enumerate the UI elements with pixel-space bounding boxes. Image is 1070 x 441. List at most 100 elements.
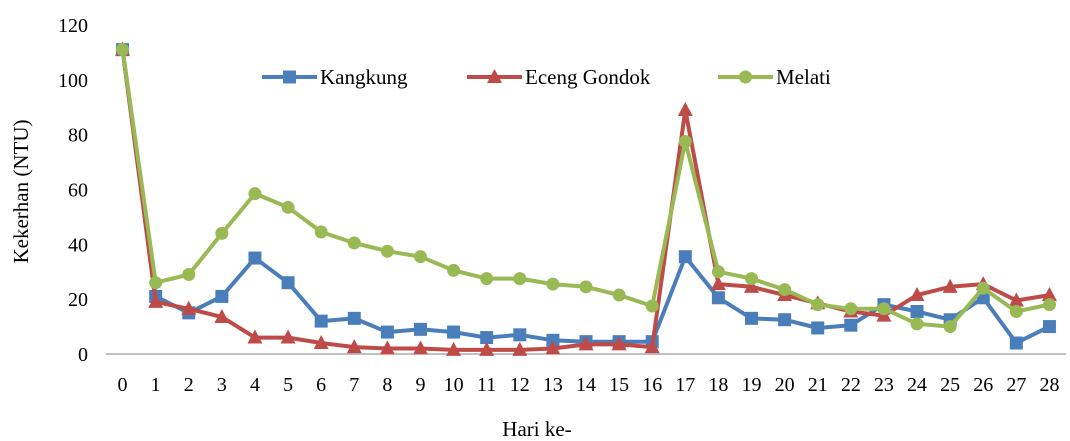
data-point — [578, 336, 594, 351]
x-tick-label: 11 — [477, 374, 496, 396]
data-point — [248, 251, 262, 265]
x-tick-label: 4 — [250, 374, 260, 396]
x-tick-label: 18 — [708, 374, 728, 396]
data-point — [347, 311, 361, 325]
data-point — [1009, 305, 1023, 319]
data-point — [380, 244, 394, 258]
x-tick-label: 23 — [874, 374, 894, 396]
data-point — [248, 187, 262, 201]
x-tick-label: 6 — [316, 374, 326, 396]
data-point — [215, 289, 229, 303]
data-point — [347, 236, 361, 250]
x-tick-label: 10 — [444, 374, 464, 396]
data-point — [447, 325, 461, 339]
data-point — [778, 283, 792, 297]
data-point — [480, 331, 494, 345]
legend-marker — [283, 70, 296, 84]
y-tick-label: 40 — [68, 234, 88, 256]
data-point — [612, 288, 626, 302]
data-point — [910, 317, 924, 331]
x-tick-label: 8 — [382, 374, 392, 396]
data-point — [645, 299, 659, 313]
x-tick-label: 20 — [775, 374, 795, 396]
data-point — [976, 281, 990, 295]
legend-label: Kangkung — [320, 65, 408, 89]
data-point — [611, 336, 627, 351]
data-point — [546, 277, 560, 291]
data-point — [149, 276, 163, 290]
data-point — [844, 302, 858, 316]
data-point — [281, 276, 295, 290]
x-tick-label: 15 — [609, 374, 629, 396]
data-point — [745, 272, 759, 286]
data-point — [479, 341, 495, 356]
data-point — [215, 226, 229, 240]
y-tick-label: 80 — [68, 125, 88, 147]
data-point — [446, 341, 462, 356]
data-point — [280, 329, 296, 344]
data-point — [447, 263, 461, 277]
data-point — [545, 340, 561, 355]
y-tick-label: 100 — [58, 70, 88, 92]
data-point — [942, 278, 958, 293]
series-layer — [115, 41, 1057, 356]
y-tick-label: 120 — [58, 15, 88, 37]
data-point — [116, 43, 130, 57]
x-tick-label: 17 — [675, 374, 695, 396]
data-point — [512, 341, 528, 356]
series-melati — [116, 43, 1056, 334]
data-point — [678, 250, 692, 264]
data-point — [711, 291, 725, 305]
data-point — [844, 318, 858, 332]
data-point — [710, 276, 726, 291]
legend-item: Kangkung — [262, 65, 408, 89]
data-point — [1009, 336, 1023, 350]
data-point — [711, 265, 725, 279]
legend-item: Melati — [718, 65, 831, 89]
data-point — [877, 302, 891, 316]
data-point — [513, 272, 527, 286]
data-point — [413, 250, 427, 264]
data-point — [182, 267, 196, 281]
legend-label: Eceng Gondok — [525, 65, 651, 89]
y-tick-label: 0 — [78, 344, 88, 366]
data-point — [1041, 287, 1057, 302]
x-tick-label: 25 — [940, 374, 960, 396]
data-point — [346, 339, 362, 354]
legend: Kangkung Eceng Gondok Melati — [262, 65, 831, 89]
data-point — [480, 272, 494, 286]
x-axis-label: Hari ke- — [502, 417, 571, 441]
x-tick-label: 3 — [217, 374, 227, 396]
x-tick-label: 13 — [543, 374, 563, 396]
y-tick-label: 20 — [68, 289, 88, 311]
data-point — [314, 314, 328, 328]
x-tick-label: 7 — [349, 374, 359, 396]
data-point — [380, 325, 394, 339]
data-point — [1008, 292, 1024, 307]
x-tick-label: 22 — [841, 374, 861, 396]
x-tick-label: 24 — [907, 374, 927, 396]
x-tick-label: 28 — [1039, 374, 1059, 396]
data-point — [281, 200, 295, 214]
y-tick-label: 60 — [68, 180, 88, 202]
data-point — [811, 321, 825, 335]
x-axis-ticks: 0 1 2 3 4 5 6 7 8 9 10 11 12 13 14 15 16 17 18 19 20 21 22 23 24… — [118, 374, 1060, 396]
data-point — [745, 311, 759, 325]
x-tick-label: 26 — [973, 374, 993, 396]
x-tick-label: 0 — [118, 374, 128, 396]
x-tick-label: 21 — [808, 374, 828, 396]
data-point — [247, 329, 263, 344]
data-point — [546, 333, 560, 347]
data-point — [778, 313, 792, 327]
data-point — [943, 320, 957, 334]
data-point — [314, 225, 328, 239]
data-point — [513, 328, 527, 342]
x-tick-label: 16 — [642, 374, 662, 396]
legend-marker — [487, 69, 502, 83]
x-tick-label: 19 — [742, 374, 762, 396]
data-point — [678, 135, 692, 149]
x-tick-label: 12 — [510, 374, 530, 396]
data-point — [313, 335, 329, 350]
data-point — [910, 305, 924, 319]
